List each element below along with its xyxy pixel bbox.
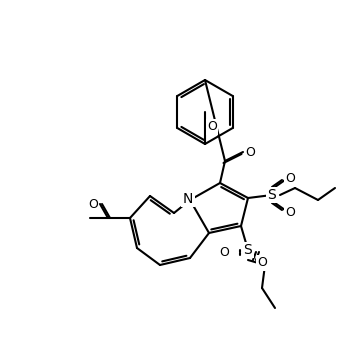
Text: S: S — [244, 243, 252, 257]
Text: S: S — [267, 188, 276, 202]
Text: O: O — [285, 206, 295, 219]
Text: O: O — [257, 257, 267, 270]
Text: O: O — [207, 120, 217, 133]
Text: O: O — [88, 197, 98, 210]
Text: O: O — [285, 171, 295, 184]
Text: O: O — [219, 245, 229, 258]
Text: O: O — [245, 145, 255, 158]
Text: N: N — [183, 192, 193, 206]
